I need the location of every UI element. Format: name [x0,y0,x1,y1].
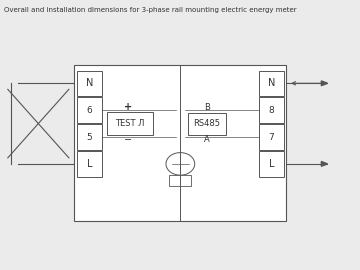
Bar [259,151,284,177]
Text: Overall and installation dimensions for 3-phase rail mounting electric energy me: Overall and installation dimensions for … [4,7,297,14]
Text: 5: 5 [86,133,92,141]
Text: N: N [86,78,93,88]
Bar [259,70,284,96]
Bar [259,97,284,123]
Bar [107,112,153,135]
Bar [77,124,102,150]
Text: L: L [86,159,92,169]
Text: L: L [269,159,274,169]
Text: +: + [123,102,132,112]
Text: RS485: RS485 [193,119,220,128]
Bar [77,151,102,177]
Text: A: A [204,135,210,144]
Text: TEST Л: TEST Л [115,119,145,128]
Bar [169,175,192,186]
Circle shape [166,153,195,175]
Text: 6: 6 [86,106,92,115]
Bar [77,97,102,123]
Bar [74,65,287,221]
Text: −: − [123,135,132,145]
Bar [77,70,102,96]
Polygon shape [321,161,328,166]
Text: 8: 8 [269,106,274,115]
Text: B: B [204,103,210,112]
Bar [188,113,226,135]
Text: 7: 7 [269,133,274,141]
Polygon shape [321,81,328,86]
Text: N: N [268,78,275,88]
Bar [259,124,284,150]
